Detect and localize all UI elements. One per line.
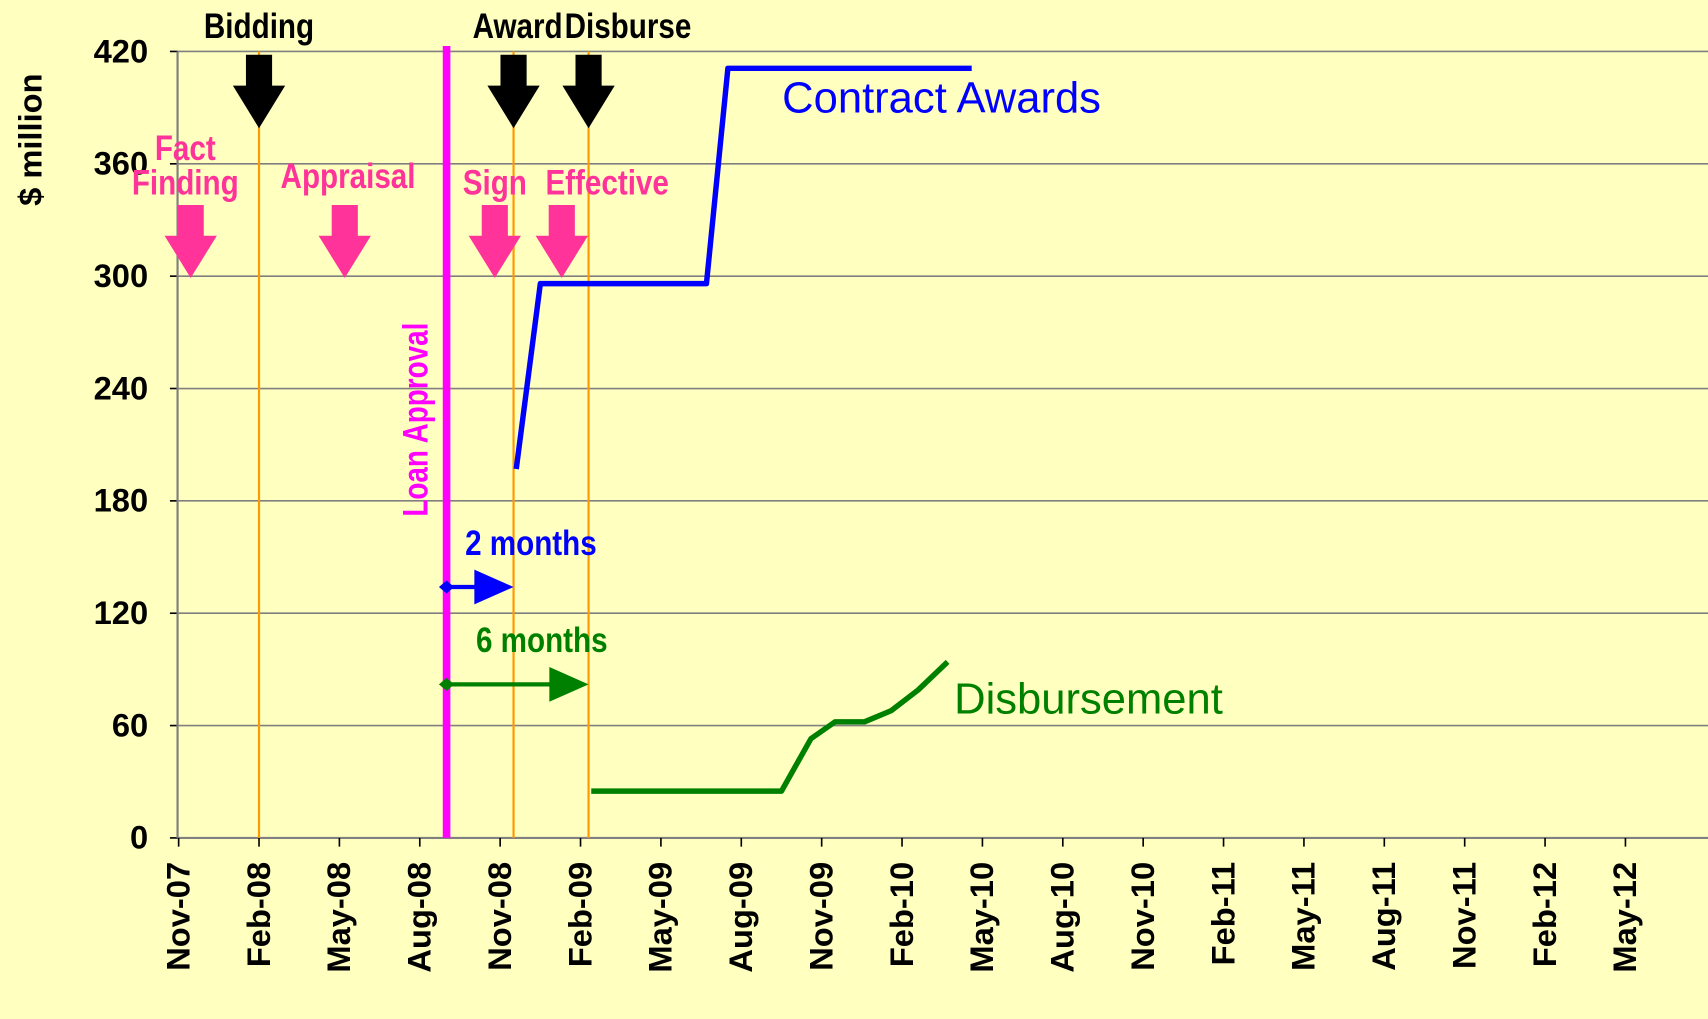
span-label: 2 months [465,524,597,563]
x-tick-label: May-09 [642,862,679,973]
milestone-label: Award [473,7,563,46]
x-tick-label: Feb-12 [1526,862,1563,967]
stage-label: Sign [463,163,527,202]
x-tick-label: Nov-08 [481,862,518,971]
span-head [549,666,589,702]
x-tick-label: May-12 [1606,862,1643,973]
x-tick-label: Nov-10 [1124,862,1161,971]
y-tick-label: 240 [94,369,149,406]
x-tick-label: Nov-09 [802,862,839,971]
x-tick-label: Aug-11 [1365,862,1402,971]
y-tick-label: 180 [94,482,149,519]
milestone-arrow [487,54,540,129]
stage-label: Finding [132,163,239,202]
series-label: Contract Awards [782,75,1101,123]
stage-label: Appraisal [281,157,416,196]
y-tick-label: 0 [130,819,148,856]
stage-arrow [164,205,217,279]
stage-arrow [468,205,521,279]
y-tick-label: 60 [112,706,148,743]
x-tick-label: May-11 [1285,862,1322,971]
stage-label: Fact [155,129,216,168]
x-tick-label: May-10 [963,862,1000,973]
y-tick-label: 420 [94,32,149,69]
series-line [591,659,950,794]
approval-label: Loan Approval [395,323,435,517]
x-tick-label: May-08 [320,862,357,973]
series-line [513,65,972,470]
stage-label: Effective [545,163,668,202]
x-tick-label: Feb-08 [240,862,277,967]
x-tick-label: Aug-10 [1044,862,1081,973]
milestone-arrow [562,54,615,129]
span-label: 6 months [476,621,608,660]
x-tick-label: Nov-11 [1445,862,1482,969]
x-tick-label: Feb-11 [1204,862,1241,965]
series-label: Disbursement [954,676,1223,724]
span-start [438,580,455,594]
milestone-arrow [232,54,286,129]
y-tick-label: 360 [94,145,149,182]
y-axis-label: $ million [11,73,48,205]
y-tick-label: 120 [94,594,149,631]
x-tick-label: Nov-07 [159,862,196,971]
stage-arrow [318,205,371,279]
y-tick-label: 300 [94,257,149,294]
span-head [474,569,514,605]
x-tick-label: Aug-08 [401,862,438,973]
x-tick-label: Feb-09 [561,862,598,967]
x-tick-label: Aug-09 [722,862,759,973]
milestone-label: Disburse [565,7,692,46]
x-tick-label: Feb-10 [883,862,920,967]
milestone-label: Bidding [204,7,314,46]
span-start [438,677,455,691]
